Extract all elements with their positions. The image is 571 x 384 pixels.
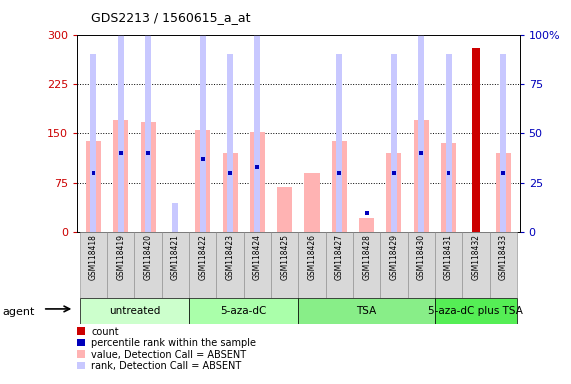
Bar: [119, 151, 123, 155]
Bar: [337, 171, 341, 175]
Bar: [140, 122, 156, 232]
Bar: [435, 298, 517, 324]
Text: rank, Detection Call = ABSENT: rank, Detection Call = ABSENT: [91, 361, 242, 371]
Text: untreated: untreated: [108, 306, 160, 316]
Bar: [172, 203, 178, 232]
Text: TSA: TSA: [356, 306, 377, 316]
Bar: [365, 210, 368, 215]
Bar: [472, 48, 480, 232]
Bar: [189, 232, 216, 298]
Bar: [501, 171, 505, 175]
Bar: [86, 141, 101, 232]
Bar: [145, 0, 151, 232]
Bar: [118, 0, 124, 232]
Bar: [216, 232, 244, 298]
Bar: [201, 157, 204, 161]
Bar: [146, 151, 150, 155]
Bar: [380, 232, 408, 298]
Bar: [500, 55, 506, 232]
Bar: [195, 130, 210, 232]
Bar: [408, 232, 435, 298]
Bar: [441, 143, 456, 232]
Text: GSM118432: GSM118432: [472, 234, 480, 280]
Text: 5-aza-dC: 5-aza-dC: [220, 306, 267, 316]
Text: GSM118424: GSM118424: [253, 234, 262, 280]
Bar: [113, 120, 128, 232]
Text: value, Detection Call = ABSENT: value, Detection Call = ABSENT: [91, 350, 247, 360]
Bar: [271, 232, 298, 298]
Text: GSM118420: GSM118420: [144, 234, 152, 280]
Bar: [227, 55, 233, 232]
Bar: [134, 232, 162, 298]
Text: GSM118431: GSM118431: [444, 234, 453, 280]
Bar: [391, 55, 397, 232]
Bar: [244, 232, 271, 298]
Bar: [299, 298, 435, 324]
Bar: [91, 171, 95, 175]
Text: GSM118425: GSM118425: [280, 234, 289, 280]
Bar: [162, 232, 189, 298]
Text: GSM118430: GSM118430: [417, 234, 426, 280]
Bar: [189, 298, 298, 324]
Bar: [277, 187, 292, 232]
Bar: [463, 232, 489, 298]
Bar: [90, 55, 96, 232]
Text: GSM118421: GSM118421: [171, 234, 180, 280]
Text: GSM118419: GSM118419: [116, 234, 125, 280]
Bar: [419, 151, 423, 155]
Bar: [392, 171, 396, 175]
Bar: [254, 35, 260, 232]
Bar: [299, 232, 325, 298]
Bar: [445, 55, 452, 232]
Bar: [107, 232, 134, 298]
Bar: [353, 232, 380, 298]
Text: percentile rank within the sample: percentile rank within the sample: [91, 338, 256, 348]
Text: GSM118428: GSM118428: [362, 234, 371, 280]
Text: GSM118433: GSM118433: [498, 234, 508, 280]
Bar: [336, 55, 343, 232]
Bar: [496, 153, 510, 232]
Bar: [250, 132, 265, 232]
Bar: [332, 141, 347, 232]
Text: GSM118423: GSM118423: [226, 234, 235, 280]
Bar: [489, 232, 517, 298]
Bar: [419, 0, 424, 232]
Bar: [325, 232, 353, 298]
Bar: [359, 218, 374, 232]
Bar: [414, 120, 429, 232]
Text: GDS2213 / 1560615_a_at: GDS2213 / 1560615_a_at: [91, 11, 251, 24]
Bar: [200, 15, 206, 232]
Text: count: count: [91, 327, 119, 337]
Bar: [223, 153, 238, 232]
Text: GSM118418: GSM118418: [89, 234, 98, 280]
Text: 5-aza-dC plus TSA: 5-aza-dC plus TSA: [428, 306, 524, 316]
Text: agent: agent: [3, 307, 35, 317]
Bar: [255, 165, 259, 169]
Text: GSM118427: GSM118427: [335, 234, 344, 280]
Bar: [80, 298, 189, 324]
Bar: [447, 171, 451, 175]
Text: GSM118422: GSM118422: [198, 234, 207, 280]
Bar: [474, 136, 478, 139]
Bar: [387, 153, 401, 232]
Text: GSM118426: GSM118426: [308, 234, 316, 280]
Bar: [80, 232, 107, 298]
Text: GSM118429: GSM118429: [389, 234, 399, 280]
Bar: [304, 173, 320, 232]
Bar: [228, 171, 232, 175]
Bar: [435, 232, 463, 298]
